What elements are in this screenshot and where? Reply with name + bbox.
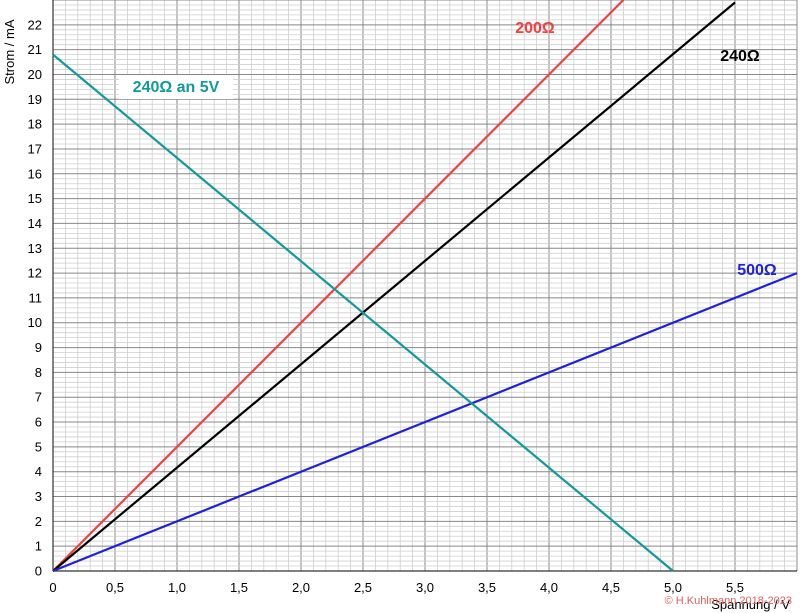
series-line-3: [52, 272, 798, 573]
x-tick-label: 4,5: [602, 580, 620, 595]
y-tick-label: 16: [28, 166, 42, 181]
y-tick-label: 9: [35, 340, 42, 355]
y-tick-label: 17: [28, 141, 42, 156]
copyright-text: © H.Kuhlmann 2018-2023: [665, 595, 792, 607]
y-tick-label: 15: [28, 191, 42, 206]
series-label-4: 240Ω an 5V: [133, 79, 220, 96]
x-tick-label: 4,0: [540, 580, 558, 595]
y-tick-label: 22: [28, 17, 42, 32]
y-tick-label: 10: [28, 315, 42, 330]
x-tick-label: 5,0: [664, 580, 682, 595]
y-tick-label: 18: [28, 117, 42, 132]
x-tick-label: 2,0: [292, 580, 310, 595]
x-tick-label: 1,0: [168, 580, 186, 595]
x-tick-label: 1,5: [230, 580, 248, 595]
grid: [52, 0, 798, 572]
y-tick-label: 4: [35, 464, 42, 479]
series-label-1: 200Ω: [515, 20, 555, 37]
y-tick-label: 12: [28, 266, 42, 281]
y-tick-label: 7: [35, 390, 42, 405]
series-label-background: [119, 75, 233, 99]
y-tick-label: 6: [35, 415, 42, 430]
y-axis-title: Strom / mA: [2, 19, 17, 84]
series-lines: [52, 0, 798, 573]
series-line-1: [52, 0, 625, 572]
x-axis-title: Spannung / V: [711, 597, 790, 612]
x-tick-label: 0,5: [106, 580, 124, 595]
y-tick-label: 11: [29, 290, 43, 305]
series-label-3: 500Ω: [737, 262, 777, 279]
y-tick-label: 5: [35, 439, 42, 454]
series-line-2: [52, 1, 736, 572]
y-tick-label: 20: [28, 67, 42, 82]
series-line-4: [52, 53, 674, 572]
y-tick-label: 2: [35, 514, 42, 529]
x-tick-label: 2,5: [354, 580, 372, 595]
series-label-2: 240Ω: [720, 48, 760, 65]
y-tick-label: 14: [28, 216, 42, 231]
y-tick-label: 3: [35, 489, 42, 504]
y-tick-label: 0: [35, 564, 42, 579]
labels: 200Ω 240Ω 500Ω 240Ω an 5V © H.Kuhlmann 2018-…: [119, 20, 792, 607]
y-tick-label: 8: [35, 365, 42, 380]
x-tick-label: 5,5: [726, 580, 744, 595]
y-tick-label: 13: [28, 241, 42, 256]
y-tick-label: 1: [35, 539, 42, 554]
x-tick-label: 3,0: [416, 580, 434, 595]
y-tick-label: 21: [28, 42, 42, 57]
x-tick-label: 0: [49, 580, 56, 595]
x-tick-label: 3,5: [478, 580, 496, 595]
y-tick-label: 19: [28, 92, 42, 107]
